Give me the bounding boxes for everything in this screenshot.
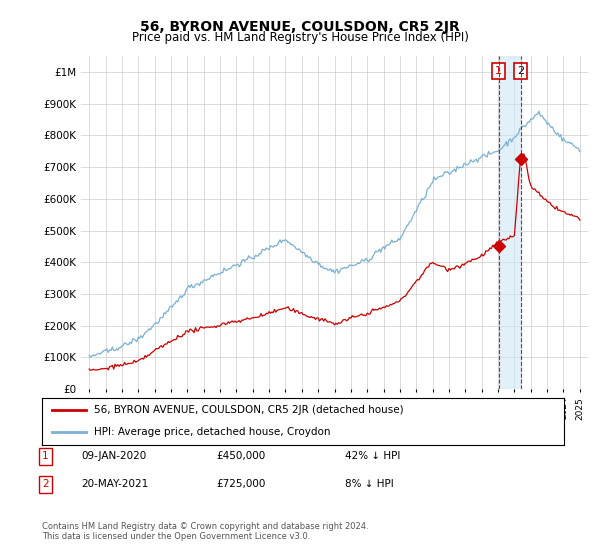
Text: 1: 1 (42, 451, 49, 461)
Text: £450,000: £450,000 (216, 451, 265, 461)
Text: 8% ↓ HPI: 8% ↓ HPI (345, 479, 394, 489)
Text: 2: 2 (42, 479, 49, 489)
Text: Price paid vs. HM Land Registry's House Price Index (HPI): Price paid vs. HM Land Registry's House … (131, 31, 469, 44)
Text: 1: 1 (495, 66, 502, 76)
Text: £725,000: £725,000 (216, 479, 265, 489)
Text: Contains HM Land Registry data © Crown copyright and database right 2024.
This d: Contains HM Land Registry data © Crown c… (42, 522, 368, 542)
Text: HPI: Average price, detached house, Croydon: HPI: Average price, detached house, Croy… (94, 427, 331, 437)
Text: 20-MAY-2021: 20-MAY-2021 (81, 479, 148, 489)
Text: 56, BYRON AVENUE, COULSDON, CR5 2JR (detached house): 56, BYRON AVENUE, COULSDON, CR5 2JR (det… (94, 405, 404, 416)
Text: 56, BYRON AVENUE, COULSDON, CR5 2JR: 56, BYRON AVENUE, COULSDON, CR5 2JR (140, 20, 460, 34)
Text: 2: 2 (517, 66, 524, 76)
Text: 42% ↓ HPI: 42% ↓ HPI (345, 451, 400, 461)
Bar (499, 56, 521, 389)
Text: 09-JAN-2020: 09-JAN-2020 (81, 451, 146, 461)
